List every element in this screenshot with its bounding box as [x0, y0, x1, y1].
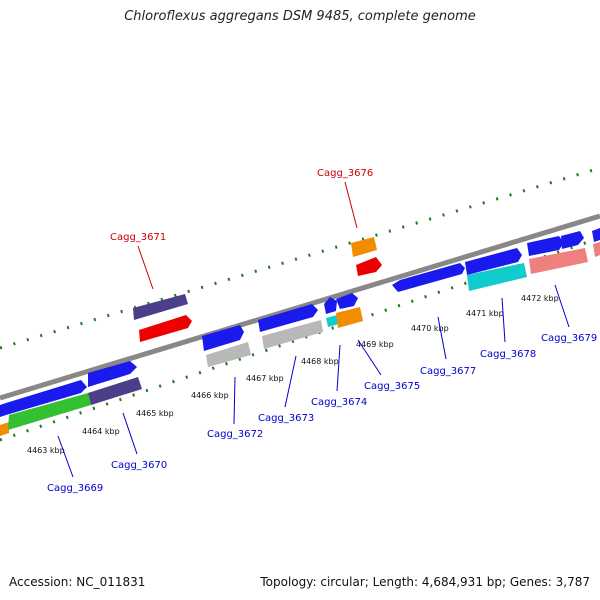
gene-arrow[interactable] [529, 248, 588, 274]
gene-arrow[interactable] [465, 248, 522, 275]
scale-label: 4463 kbp [27, 446, 65, 455]
scale-label: 4469 kbp [356, 340, 394, 349]
scale-label: 4472 kbp [521, 294, 559, 303]
gene-label[interactable]: Cagg_3674 [311, 397, 367, 408]
gene-arrow[interactable] [336, 307, 363, 328]
gene-arrow[interactable] [258, 304, 318, 332]
scale-label: 4467 kbp [246, 374, 284, 383]
leader-line [357, 339, 382, 376]
leader-line [122, 412, 138, 455]
gene-label[interactable]: Cagg_3672 [207, 429, 263, 440]
genome-summary: Topology: circular; Length: 4,684,931 bp… [260, 575, 590, 589]
scale-labels: 4463 kbp 4464 kbp 4465 kbp 4466 kbp 4467… [27, 294, 559, 455]
reverse-strand-genes [0, 242, 600, 436]
leader-line [57, 435, 74, 478]
gene-arrow[interactable] [593, 242, 600, 257]
leader-line [437, 316, 447, 360]
gene-arrow[interactable] [336, 293, 358, 309]
leader-line [344, 181, 358, 229]
leader-line [501, 297, 506, 343]
leader-line [233, 376, 236, 425]
gene-arrow[interactable] [6, 380, 87, 415]
gene-label[interactable]: Cagg_3677 [420, 366, 476, 377]
gene-label[interactable]: Cagg_3670 [111, 460, 167, 471]
gene-arrow[interactable] [262, 320, 323, 349]
map-title: Chloroflexus aggregans DSM 9485, complet… [124, 9, 476, 24]
gene-label[interactable]: Cagg_3671 [110, 232, 166, 243]
gene-arrow[interactable] [88, 361, 137, 387]
gene-arrow[interactable] [202, 325, 244, 351]
leader-line [137, 245, 154, 290]
gene-label[interactable]: Cagg_3678 [480, 349, 536, 360]
gene-arrow[interactable] [324, 297, 337, 314]
scale-label: 4465 kbp [136, 409, 174, 418]
gene-arrow[interactable] [139, 315, 192, 342]
gene-arrow[interactable] [0, 403, 6, 417]
scale-label: 4470 kbp [411, 324, 449, 333]
gene-arrow[interactable] [467, 263, 527, 291]
gene-label[interactable]: Cagg_3669 [47, 483, 103, 494]
leader-line [336, 344, 341, 392]
forward-strand-genes [0, 228, 600, 417]
gene-label[interactable]: Cagg_3673 [258, 413, 314, 424]
scale-label: 4468 kbp [301, 357, 339, 366]
gene-arrow[interactable] [527, 236, 564, 256]
gene-label[interactable]: Cagg_3679 [541, 333, 597, 344]
gene-label[interactable]: Cagg_3675 [364, 381, 420, 392]
gene-arrow[interactable] [356, 257, 382, 276]
gene-labels-above: Cagg_3671 Cagg_3676 [110, 168, 373, 243]
gene-arrow[interactable] [133, 294, 188, 320]
gene-arrow[interactable] [351, 237, 377, 257]
scale-label: 4464 kbp [82, 427, 120, 436]
leader-line [554, 284, 570, 328]
gene-arrow[interactable] [0, 422, 9, 436]
gene-label[interactable]: Cagg_3676 [317, 168, 373, 179]
gene-arrow[interactable] [561, 231, 584, 249]
leader-line [284, 355, 297, 408]
gene-arrow[interactable] [8, 393, 91, 430]
scale-label: 4471 kbp [466, 309, 504, 318]
accession-label: Accession: NC_011831 [9, 575, 146, 589]
gene-labels-below: Cagg_3669 Cagg_3670 Cagg_3672 Cagg_3673 … [47, 333, 597, 494]
scale-label: 4466 kbp [191, 391, 229, 400]
genome-backbone [0, 213, 600, 401]
gene-arrow[interactable] [592, 228, 600, 242]
leader-lines [57, 181, 570, 478]
gene-arrow[interactable] [206, 342, 251, 367]
gene-arrow[interactable] [88, 377, 142, 405]
gene-arrow[interactable] [392, 263, 465, 292]
